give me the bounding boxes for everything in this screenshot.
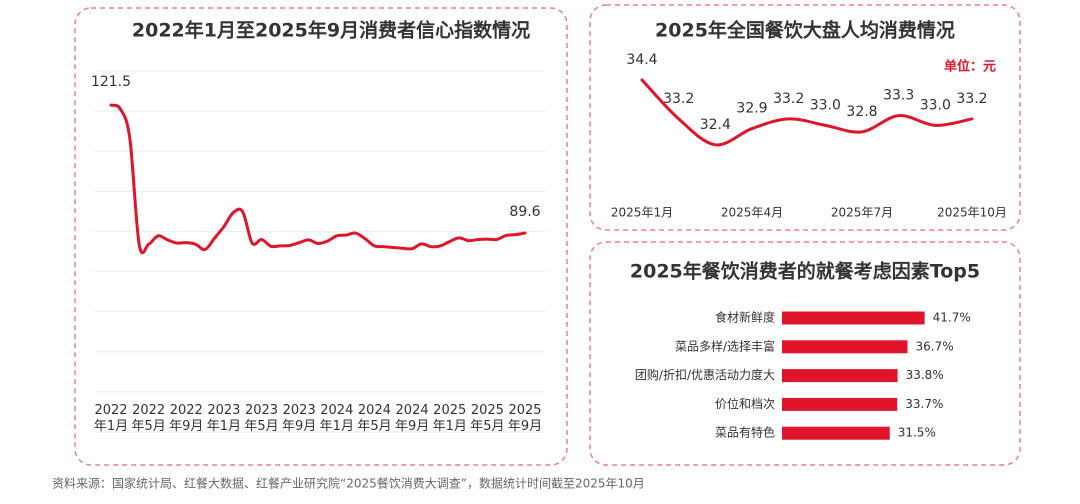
data-label: 33.3	[883, 88, 914, 104]
x-tick-label: 2022 年1月	[94, 403, 128, 434]
y-tick-label: 食材新鲜度	[715, 310, 775, 325]
y-tick-label: 菜品有特色	[715, 425, 775, 440]
x-tick-label: 2025 年9月	[508, 403, 542, 434]
footer: 资料来源：国家统计局、红餐大数据、红餐产业研究院“2025餐饮消费大调查”，数据…	[52, 476, 645, 491]
bar	[782, 340, 908, 354]
x-tick-label: 2025年7月	[831, 206, 893, 220]
x-tick-label: 2025 年5月	[470, 403, 504, 434]
panel	[589, 241, 1021, 466]
x-tick-label: 2023 年5月	[244, 403, 278, 434]
panel	[589, 4, 1021, 231]
bar	[782, 311, 925, 325]
data-label: 89.6	[509, 204, 540, 220]
chart-title: 2025年餐饮消费者的就餐考虑因素Top5	[630, 260, 980, 283]
chart-title: 2022年1月至2025年9月消费者信心指数情况	[132, 19, 530, 42]
data-label: 34.4	[626, 52, 657, 68]
chart-title: 2025年全国餐饮大盘人均消费情况	[655, 19, 955, 42]
x-tick-label: 2024 年5月	[357, 403, 391, 434]
data-label: 33.8%	[906, 368, 944, 382]
data-label: 32.8	[846, 104, 877, 120]
line	[640, 78, 974, 147]
y-tick-label: 团购/折扣/优惠活动力度大	[635, 367, 775, 382]
data-label: 33.2	[773, 91, 804, 107]
data-label: 121.5	[91, 74, 131, 90]
x-tick-label: 2025年4月	[721, 206, 783, 220]
y-tick-label: 价位和档次	[715, 396, 775, 411]
data-label: 33.7%	[905, 397, 943, 411]
bar	[782, 369, 898, 383]
data-label: 33.0	[920, 97, 951, 113]
bar	[782, 426, 890, 440]
bar	[782, 397, 898, 411]
x-tick-label: 2024 年1月	[320, 403, 354, 434]
data-label: 31.5%	[898, 426, 936, 440]
data-label: 33.2	[956, 91, 987, 107]
panel	[74, 7, 568, 466]
y-tick-label: 菜品多样/选择丰富	[675, 338, 775, 353]
data-label: 32.4	[700, 117, 731, 133]
x-tick-label: 2025年10月	[937, 206, 1007, 220]
data-label: 32.9	[736, 101, 767, 117]
data-label: 41.7%	[933, 311, 971, 325]
x-tick-label: 2024 年9月	[395, 403, 429, 434]
x-tick-label: 2022 年9月	[169, 403, 203, 434]
x-tick-label: 2023 年9月	[282, 403, 316, 434]
data-label: 33.2	[663, 91, 694, 107]
unit-label: 单位：元	[944, 59, 996, 75]
data-label: 36.7%	[916, 339, 954, 353]
data-label: 33.0	[810, 97, 841, 113]
x-tick-label: 2022 年5月	[131, 403, 165, 434]
line	[109, 103, 527, 255]
x-tick-label: 2025年1月	[611, 206, 673, 220]
x-tick-label: 2023 年1月	[207, 403, 241, 434]
